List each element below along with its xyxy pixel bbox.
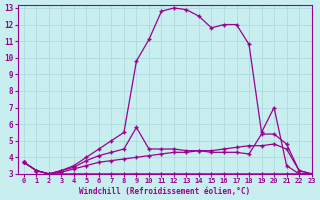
X-axis label: Windchill (Refroidissement éolien,°C): Windchill (Refroidissement éolien,°C) [79, 187, 250, 196]
